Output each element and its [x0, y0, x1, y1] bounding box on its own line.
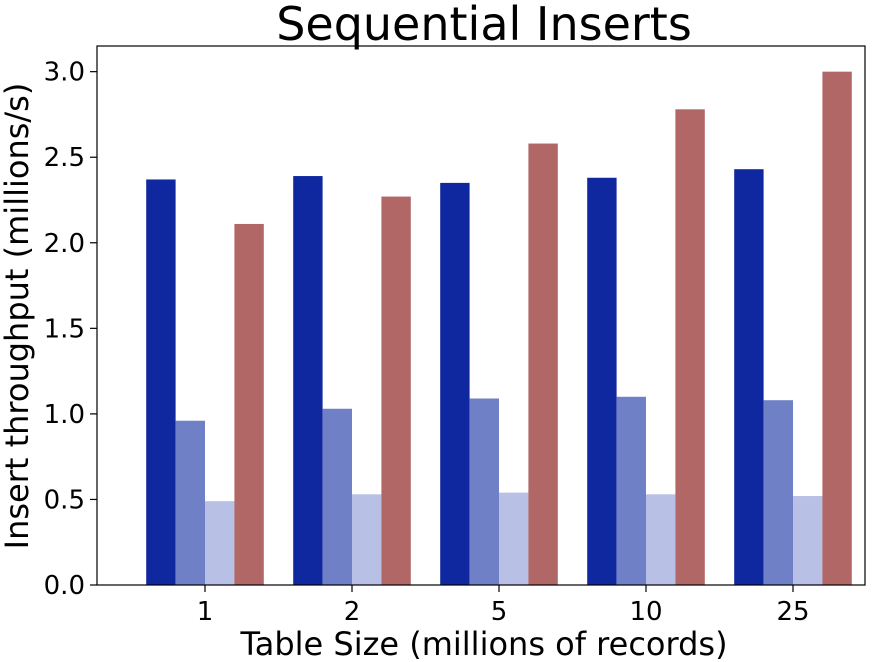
- bar-s4-2: [381, 196, 411, 586]
- bar-s2-10: [616, 396, 646, 585]
- x-axis-label: Table Size (millions of records): [239, 625, 727, 662]
- y-tick-label: 2.0: [44, 229, 85, 259]
- x-axis-ticks: 1 2 5 10 25: [197, 585, 810, 627]
- bar-s2-5: [469, 398, 499, 585]
- chart-title: Sequential Inserts: [276, 0, 692, 51]
- y-tick-label: 3.0: [44, 58, 85, 88]
- y-axis-ticks: 0.0 0.5 1.0 1.5 2.0 2.5 3.0: [44, 58, 97, 601]
- bar-s1-1: [146, 179, 176, 585]
- bar-s3-1: [205, 501, 235, 585]
- bar-s1-25: [734, 169, 764, 585]
- plot-frame: [96, 45, 866, 586]
- bar-s3-2: [352, 494, 382, 585]
- y-tick-label: 0.0: [44, 571, 85, 601]
- y-axis-label: Insert throughput (millions/s): [0, 83, 36, 550]
- bar-s1-10: [587, 177, 617, 585]
- bar-s4-10: [675, 109, 705, 586]
- y-tick-label: 1.0: [44, 400, 85, 430]
- bar-s4-1: [234, 223, 264, 585]
- y-tick-label: 1.5: [44, 314, 85, 344]
- bar-s2-1: [175, 420, 205, 585]
- bar-s2-2: [322, 408, 352, 585]
- y-tick-label: 0.5: [44, 485, 85, 515]
- bar-s1-2: [293, 176, 323, 586]
- x-tick-label: 25: [776, 597, 809, 627]
- bar-s3-10: [646, 494, 676, 585]
- y-tick-label: 2.5: [44, 143, 85, 173]
- bar-s3-25: [793, 496, 823, 585]
- bar-s4-5: [528, 143, 558, 586]
- bar-s2-25: [763, 400, 793, 585]
- bar-s4-25: [822, 71, 852, 585]
- bars-group: [146, 71, 852, 586]
- bar-s3-5: [499, 492, 529, 585]
- x-tick-label: 5: [491, 597, 508, 627]
- x-tick-label: 10: [629, 597, 662, 627]
- bar-s1-5: [440, 182, 470, 585]
- x-tick-label: 2: [344, 597, 361, 627]
- x-tick-label: 1: [197, 597, 214, 627]
